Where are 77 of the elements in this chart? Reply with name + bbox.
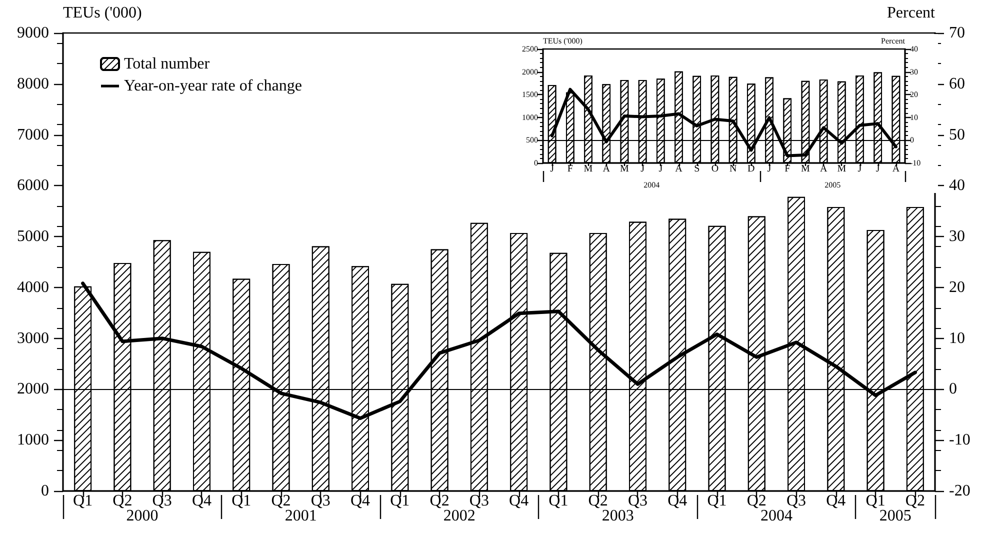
x-tick-label: Q3: [152, 492, 172, 510]
x-tick-label: N: [729, 164, 737, 174]
x-tick-label: Q3: [469, 492, 489, 510]
x-tick-label: Q3: [310, 492, 330, 510]
x-tick-label: O: [711, 164, 719, 174]
legend-label: Year-on-year rate of change: [124, 78, 302, 94]
x-tick-label: Q4: [350, 492, 370, 510]
text: 2001: [284, 508, 317, 524]
y-tick-label: 8000: [17, 75, 49, 92]
y-tick-label: 500: [526, 136, 538, 145]
text: 2002: [443, 508, 476, 524]
y2-tick-label: 50: [949, 126, 965, 144]
x-tick-label: Q1: [390, 492, 410, 510]
annotation: 2004: [644, 180, 660, 190]
text: 2004: [760, 508, 792, 524]
x-tick-label: A: [892, 164, 900, 174]
y-tick-label: 1000: [17, 432, 49, 449]
x-tick-label: Q2: [112, 492, 132, 510]
x-tick-label: M: [800, 164, 810, 174]
x-tick-label: Q1: [866, 492, 886, 510]
x-tick-label: A: [675, 164, 684, 174]
x-tick-label: Q2: [271, 492, 291, 510]
x-tick-label: Q1: [232, 492, 252, 510]
y2-axis-title: Percent: [881, 36, 906, 46]
text: 2005: [879, 508, 912, 524]
x-tick-label: Q2: [746, 492, 766, 510]
y-tick-label: 6000: [17, 177, 49, 194]
y2-tick-label: 30: [949, 228, 965, 246]
x-tick-label: Q4: [668, 492, 688, 510]
y-tick-label: 2000: [17, 380, 49, 398]
y2-tick-label: 60: [949, 75, 965, 92]
y2-tick-label: 20: [910, 90, 918, 100]
x-tick-label: Q2: [430, 492, 450, 510]
y2-tick-label: -10: [949, 432, 970, 449]
y-tick-label: 2000: [522, 67, 538, 76]
x-tick-label: M: [584, 164, 593, 174]
y2-tick-label: 30: [910, 67, 918, 76]
y-tick-label: 1000: [522, 112, 538, 122]
y2-axis-title: Percent: [887, 4, 936, 22]
x-tick-label: Q2: [905, 492, 925, 510]
x-tick-label: Q1: [73, 492, 93, 510]
y-tick-label: 3000: [17, 330, 49, 347]
legend-label: Total number: [124, 56, 210, 72]
x-tick-label: Q1: [707, 492, 727, 510]
y-tick-label: 9000: [17, 24, 49, 42]
y-tick-label: 1500: [522, 90, 538, 100]
y-tick-label: 4000: [17, 278, 49, 296]
y-tick-label: 5000: [17, 228, 49, 246]
x-tick-label: Q4: [509, 492, 529, 510]
y-tick-label: 7000: [17, 126, 49, 144]
x-tick-label: Q2: [588, 492, 608, 510]
x-tick-label: Q4: [192, 492, 212, 510]
y-tick-label: 0: [41, 482, 49, 500]
x-tick-label: F: [567, 164, 574, 174]
y2-tick-label: 70: [949, 24, 965, 42]
y2-tick-label: -10: [910, 158, 921, 168]
text: 2003: [602, 508, 634, 524]
x-tick-label: S: [694, 164, 700, 174]
x-tick-label: Q3: [786, 492, 806, 510]
y2-tick-label: 0: [949, 380, 957, 398]
x-tick-label: Q3: [628, 492, 648, 510]
text: 2000: [126, 508, 158, 524]
x-tick-label: M: [620, 164, 629, 174]
y-axis-title: TEUs ('000): [543, 36, 583, 46]
y2-tick-label: 10: [949, 330, 965, 347]
annotation: 2005: [824, 180, 841, 190]
x-tick-label: D: [748, 164, 755, 174]
x-tick-label: Q4: [826, 492, 846, 510]
y-axis-title: TEUs ('000): [63, 4, 142, 22]
x-tick-label: M: [837, 164, 846, 174]
y2-tick-label: 40: [910, 44, 918, 54]
x-tick-label: Q1: [548, 492, 568, 510]
y2-tick-label: 20: [949, 278, 965, 296]
y2-tick-label: 40: [949, 177, 965, 194]
y2-tick-label: 10: [910, 112, 918, 122]
y2-tick-label: -20: [949, 482, 970, 500]
y-tick-label: 2500: [522, 44, 538, 54]
